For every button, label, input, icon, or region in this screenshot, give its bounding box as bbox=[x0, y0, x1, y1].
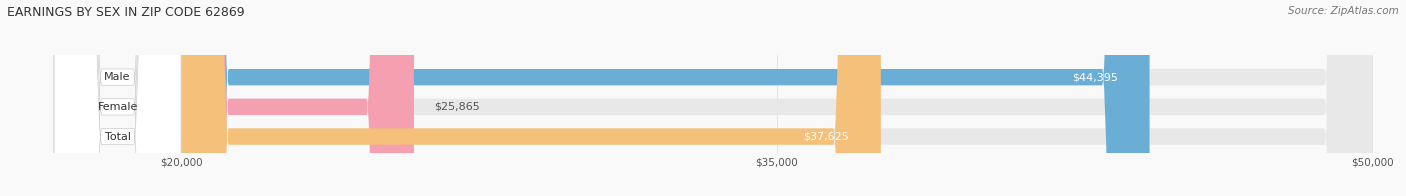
Text: Male: Male bbox=[104, 72, 131, 82]
Text: Source: ZipAtlas.com: Source: ZipAtlas.com bbox=[1288, 6, 1399, 16]
FancyBboxPatch shape bbox=[181, 0, 413, 196]
FancyBboxPatch shape bbox=[53, 0, 181, 196]
FancyBboxPatch shape bbox=[181, 0, 1372, 196]
Text: EARNINGS BY SEX IN ZIP CODE 62869: EARNINGS BY SEX IN ZIP CODE 62869 bbox=[7, 6, 245, 19]
FancyBboxPatch shape bbox=[181, 0, 1372, 196]
FancyBboxPatch shape bbox=[181, 0, 1150, 196]
Text: $37,625: $37,625 bbox=[803, 132, 849, 142]
FancyBboxPatch shape bbox=[53, 0, 181, 196]
FancyBboxPatch shape bbox=[53, 0, 181, 196]
FancyBboxPatch shape bbox=[181, 0, 1372, 196]
FancyBboxPatch shape bbox=[181, 0, 880, 196]
Text: $25,865: $25,865 bbox=[434, 102, 479, 112]
Text: Female: Female bbox=[97, 102, 138, 112]
Text: Total: Total bbox=[104, 132, 131, 142]
Text: $44,395: $44,395 bbox=[1071, 72, 1118, 82]
